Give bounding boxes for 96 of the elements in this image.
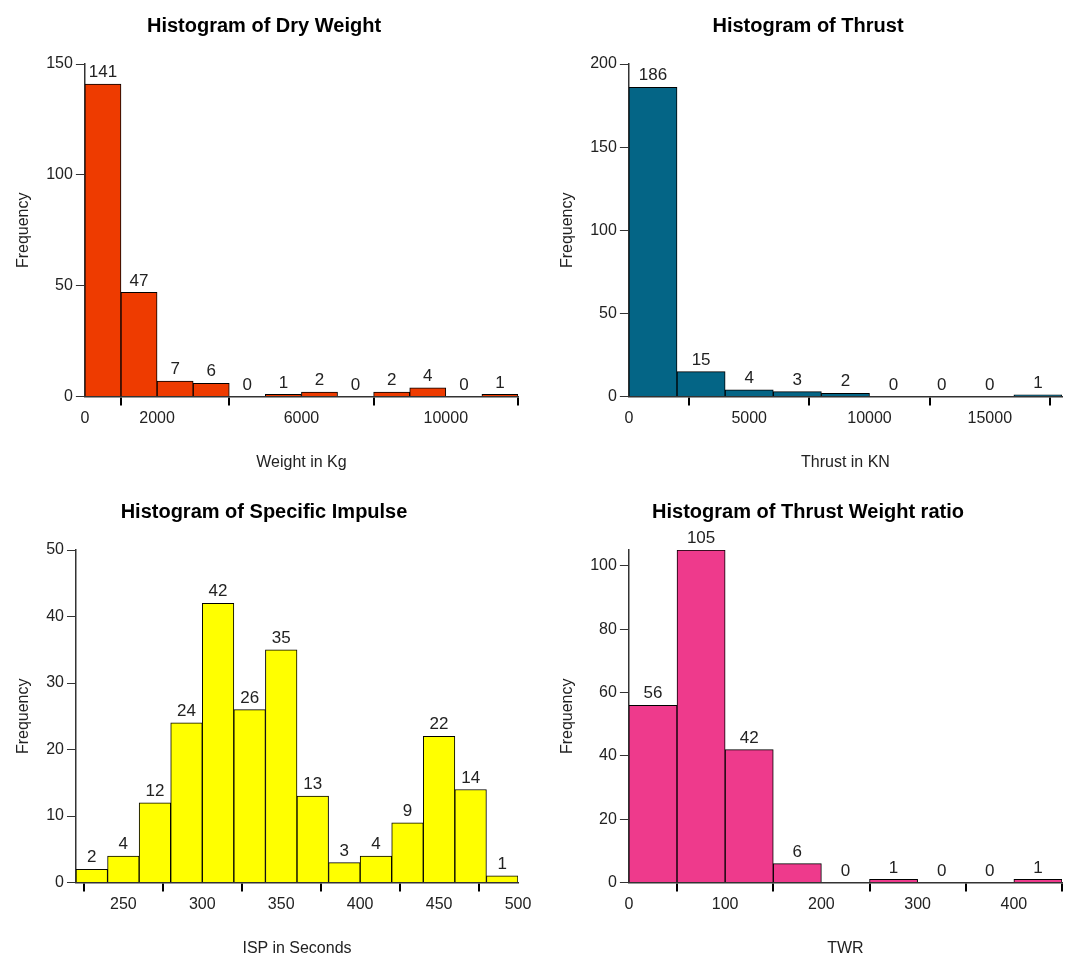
y-tick-label: 100 [590, 556, 617, 574]
x-tick-label: 6000 [283, 408, 320, 426]
chart-title: Histogram of Dry Weight [146, 13, 382, 36]
y-tick-label: 80 [599, 619, 617, 637]
data-label: 4 [423, 365, 433, 385]
data-label: 4 [371, 834, 381, 854]
x-axis-title: TWR [827, 938, 864, 956]
y-tick-label: 150 [46, 54, 73, 72]
data-label: 1 [497, 854, 507, 874]
x-tick-label: 10000 [847, 408, 892, 426]
data-label: 2 [87, 847, 97, 867]
data-label: 3 [339, 840, 350, 860]
x-tick-label: 0 [80, 408, 90, 426]
data-label: 13 [303, 774, 323, 794]
y-axis-title: Frequency [558, 192, 576, 269]
x-tick-label: 300 [904, 894, 932, 912]
data-label: 141 [88, 62, 118, 82]
x-tick-label: 0 [624, 894, 634, 912]
data-label: 42 [739, 727, 759, 747]
x-tick-label: 450 [425, 894, 453, 912]
y-tick-label: 40 [46, 606, 65, 624]
data-label: 1 [1033, 857, 1043, 877]
data-label: 3 [792, 369, 803, 389]
data-label: 105 [686, 528, 716, 548]
y-tick-label: 50 [46, 540, 65, 558]
data-label: 1 [888, 857, 899, 877]
data-label: 22 [429, 714, 449, 734]
data-label: 0 [350, 374, 361, 394]
y-tick-label: 20 [46, 739, 65, 757]
x-tick-label: 200 [808, 894, 835, 912]
y-tick-label: 200 [590, 54, 617, 72]
data-label: 4 [118, 834, 129, 854]
data-label: 0 [840, 860, 851, 880]
x-axis-title: ISP in Seconds [242, 938, 352, 956]
data-label: 56 [643, 683, 663, 703]
data-label: 12 [145, 780, 165, 800]
y-tick-label: 10 [46, 806, 65, 824]
data-label: 47 [129, 270, 149, 290]
data-label: 186 [638, 65, 668, 85]
data-label: 0 [936, 374, 947, 394]
x-tick-label: 250 [110, 894, 137, 912]
y-axis-title: Frequency [14, 678, 32, 755]
data-label: 24 [177, 701, 196, 721]
y-tick-label: 30 [46, 673, 65, 691]
data-label: 42 [208, 581, 228, 601]
x-tick-label: 400 [1000, 894, 1028, 912]
y-tick-label: 150 [590, 137, 617, 155]
chart-title: Histogram of Specific Impulse [120, 499, 408, 522]
x-tick-label: 0 [624, 408, 634, 426]
x-tick-label: 10000 [423, 408, 469, 426]
data-label: 2 [386, 370, 397, 390]
data-label: 0 [936, 860, 947, 880]
y-tick-label: 0 [63, 387, 73, 405]
y-tick-label: 0 [607, 873, 617, 891]
y-tick-label: 100 [590, 220, 617, 238]
data-label: 2 [840, 371, 851, 391]
y-tick-label: 60 [599, 682, 617, 700]
x-axis-title: Weight in Kg [256, 452, 347, 470]
y-tick-label: 100 [46, 165, 73, 183]
x-tick-label: 100 [711, 894, 739, 912]
data-label: 6 [792, 841, 803, 861]
data-label: 14 [461, 767, 481, 787]
x-tick-label: 5000 [731, 408, 768, 426]
y-tick-label: 40 [599, 746, 617, 764]
x-tick-label: 500 [504, 894, 532, 912]
y-tick-label: 50 [55, 276, 73, 294]
x-tick-label: 400 [346, 894, 374, 912]
data-label: 0 [888, 374, 899, 394]
y-tick-label: 20 [599, 809, 617, 827]
y-tick-label: 0 [607, 387, 617, 405]
x-tick-label: 350 [267, 894, 295, 912]
data-label: 0 [985, 374, 995, 394]
x-axis-title: Thrust in KN [800, 452, 890, 470]
data-label: 4 [744, 368, 754, 388]
y-axis-title: Frequency [558, 678, 576, 755]
y-tick-label: 50 [599, 303, 617, 321]
data-label: 6 [206, 361, 216, 381]
data-label: 1 [495, 372, 505, 392]
data-label: 1 [1033, 373, 1043, 393]
x-tick-label: 15000 [967, 408, 1013, 426]
chart-title: Histogram of Thrust Weight ratio [652, 499, 964, 522]
data-label: 35 [271, 627, 291, 647]
data-label: 0 [242, 374, 253, 394]
data-label: 26 [240, 687, 260, 707]
data-label: 15 [691, 349, 711, 369]
x-tick-label: 2000 [139, 408, 175, 426]
data-label: 2 [314, 370, 325, 390]
data-label: 7 [170, 359, 180, 379]
y-tick-label: 0 [55, 873, 65, 891]
y-axis-title: Frequency [14, 192, 32, 269]
data-label: 9 [402, 800, 413, 820]
data-label: 1 [278, 372, 289, 392]
chart-title: Histogram of Thrust [712, 13, 904, 36]
x-tick-label: 300 [188, 894, 216, 912]
data-label: 0 [459, 374, 469, 394]
data-label: 0 [985, 860, 995, 880]
